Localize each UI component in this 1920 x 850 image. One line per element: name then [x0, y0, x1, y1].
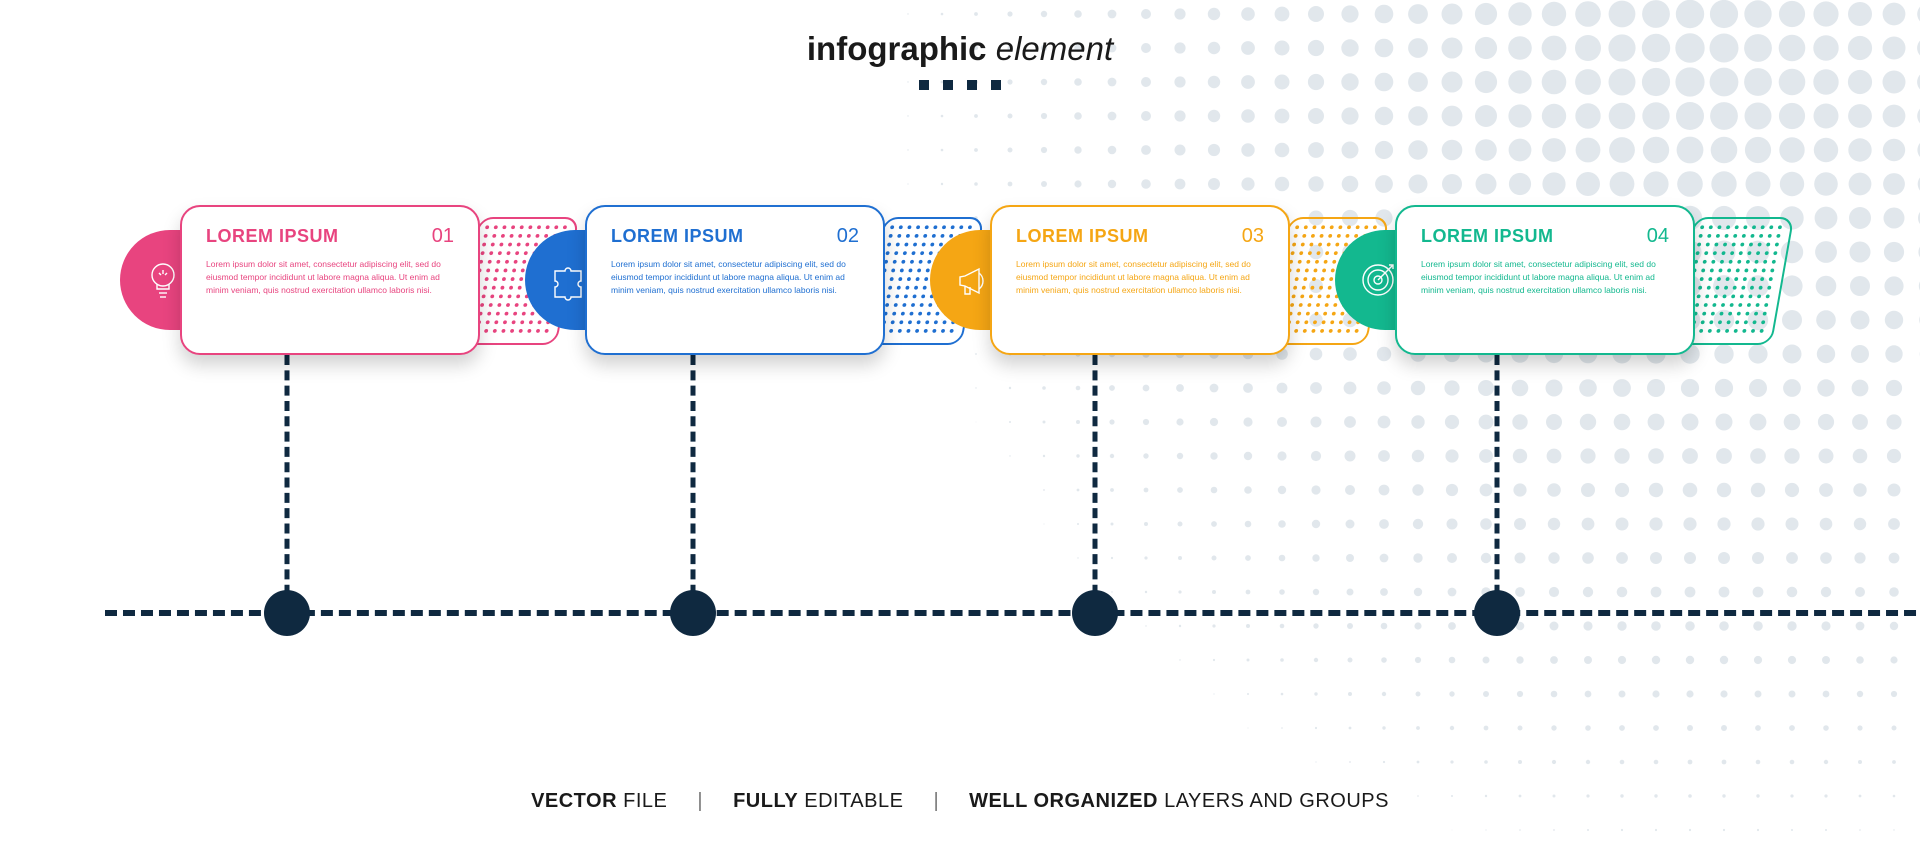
footer: VECTOR FILE | FULLY EDITABLE | WELL ORGANIZE… — [0, 790, 1920, 813]
step-card: LOREM IPSUM 02 Lorem ipsum dolor sit amet,… — [585, 205, 885, 355]
page-title: infographic element — [0, 30, 1920, 68]
title-bold: infographic — [807, 30, 987, 67]
step-number: 04 — [1647, 225, 1669, 248]
footer-item-bold: WELL ORGANIZED — [969, 790, 1158, 812]
header-dot — [967, 80, 977, 90]
timeline-axis — [105, 610, 1920, 616]
header-dot — [991, 80, 1001, 90]
step-body: Lorem ipsum dolor sit amet, consectetur … — [1016, 258, 1264, 296]
timeline-connector — [1495, 355, 1500, 610]
step: LOREM IPSUM 03 Lorem ipsum dolor sit amet,… — [990, 205, 1330, 355]
step-number: 03 — [1242, 225, 1264, 248]
step-card: LOREM IPSUM 01 Lorem ipsum dolor sit amet,… — [180, 205, 480, 355]
timeline-node — [264, 590, 310, 636]
puzzle-icon — [547, 259, 589, 301]
step-card: LOREM IPSUM 03 Lorem ipsum dolor sit amet,… — [990, 205, 1290, 355]
target-icon — [1357, 259, 1399, 301]
step-title: LOREM IPSUM — [1016, 226, 1149, 247]
timeline-connector — [1093, 355, 1098, 610]
lightbulb-icon — [142, 259, 184, 301]
step-number: 02 — [837, 225, 859, 248]
step: LOREM IPSUM 02 Lorem ipsum dolor sit amet,… — [585, 205, 925, 355]
step-number: 01 — [432, 225, 454, 248]
step-body: Lorem ipsum dolor sit amet, consectetur … — [611, 258, 859, 296]
header-dots — [0, 80, 1920, 90]
step-card-header: LOREM IPSUM 02 — [611, 225, 859, 248]
step-title: LOREM IPSUM — [206, 226, 339, 247]
timeline-node — [1474, 590, 1520, 636]
timeline-node — [670, 590, 716, 636]
footer-item: FULLY EDITABLE — [733, 790, 903, 812]
timeline-node — [1072, 590, 1118, 636]
footer-item: VECTOR FILE — [531, 790, 667, 812]
footer-item: WELL ORGANIZED LAYERS AND GROUPS — [969, 790, 1389, 812]
step-body: Lorem ipsum dolor sit amet, consectetur … — [206, 258, 454, 296]
step-card-header: LOREM IPSUM 03 — [1016, 225, 1264, 248]
header: infographic element — [0, 30, 1920, 90]
footer-item-light: FILE — [623, 790, 667, 812]
header-dot — [919, 80, 929, 90]
footer-separator: | — [697, 790, 703, 813]
step-card: LOREM IPSUM 04 Lorem ipsum dolor sit amet,… — [1395, 205, 1695, 355]
megaphone-icon — [952, 259, 994, 301]
footer-item-light: EDITABLE — [804, 790, 903, 812]
step: LOREM IPSUM 04 Lorem ipsum dolor sit amet,… — [1395, 205, 1735, 355]
header-dot — [943, 80, 953, 90]
step-card-header: LOREM IPSUM 04 — [1421, 225, 1669, 248]
title-italic: element — [996, 30, 1113, 67]
step-body: Lorem ipsum dolor sit amet, consectetur … — [1421, 258, 1669, 296]
step-card-header: LOREM IPSUM 01 — [206, 225, 454, 248]
step-title: LOREM IPSUM — [611, 226, 744, 247]
footer-item-bold: FULLY — [733, 790, 798, 812]
footer-item-light: LAYERS AND GROUPS — [1164, 790, 1389, 812]
footer-separator: | — [933, 790, 939, 813]
step: LOREM IPSUM 01 Lorem ipsum dolor sit amet,… — [180, 205, 520, 355]
timeline-connector — [285, 355, 290, 610]
halftone-background — [520, 0, 1920, 845]
timeline-connector — [691, 355, 696, 610]
step-title: LOREM IPSUM — [1421, 226, 1554, 247]
footer-item-bold: VECTOR — [531, 790, 617, 812]
